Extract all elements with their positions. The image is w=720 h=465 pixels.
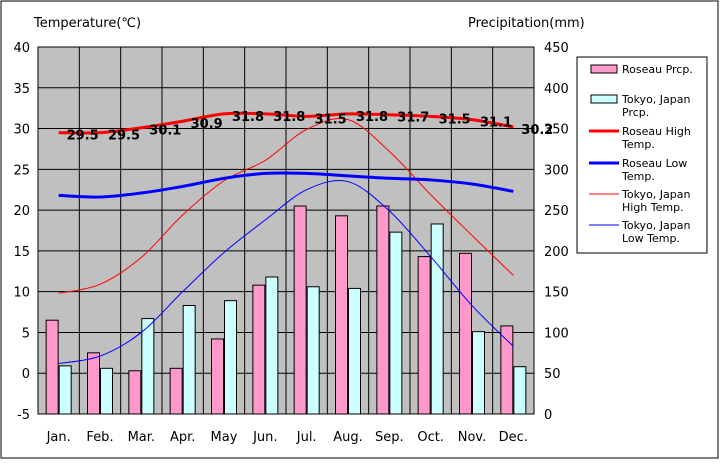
data-label-roseau-high: 31.1 — [480, 116, 512, 131]
bar-roseau-prcp — [211, 338, 224, 415]
legend-box — [576, 56, 708, 254]
line-tokyo-japan-low-temp — [58, 179, 514, 364]
y-tick-label-left: 25 — [13, 163, 30, 178]
x-tick-label: Sep. — [375, 430, 404, 445]
legend-swatch-tokyo-japan-prcp — [590, 94, 618, 104]
legend-label-roseau-high-temp: Roseau High — [622, 125, 691, 138]
legend-label-roseau-high-temp: Temp. — [621, 138, 655, 151]
data-labels-group: 29.5 29.5 30.1 30.9 31.8 31.8 31.5 31.8 31.7 31.5… — [67, 110, 554, 144]
data-label-roseau-high: 31.8 — [356, 110, 388, 125]
bar-roseau-prcp — [87, 352, 100, 415]
x-tick-label: Jan. — [46, 430, 71, 445]
bar-roseau-prcp — [252, 284, 266, 415]
data-label-roseau-high: 29.5 — [67, 129, 99, 144]
data-label-roseau-high: 31.8 — [273, 110, 305, 125]
y-tick-label-right: 250 — [544, 204, 569, 219]
y-tick-label-right: 350 — [544, 123, 569, 138]
y-tick-label-left: -5 — [17, 408, 30, 423]
legend-label-tokyo-japan-high-temp: Tokyo, Japan — [621, 188, 690, 201]
bar-tokyo-prcp — [306, 286, 320, 415]
y-tick-label-left: 35 — [13, 82, 30, 97]
y-tick-label-left: 15 — [13, 245, 30, 260]
data-label-roseau-high: 29.5 — [108, 129, 140, 144]
y-tick-label-left: 5 — [22, 326, 30, 341]
bar-roseau-prcp — [169, 367, 183, 415]
x-tick-label: Jun. — [252, 430, 277, 445]
x-tick-label: Dec. — [499, 430, 528, 445]
bar-roseau-prcp — [293, 205, 307, 415]
y-tick-label-left: 10 — [13, 286, 30, 301]
bar-roseau-prcp — [500, 325, 514, 415]
bar-roseau-prcp — [128, 370, 142, 415]
y-tick-label-left: 30 — [13, 123, 30, 138]
x-tick-label: Jul. — [296, 430, 317, 445]
y-tick-label-right: 200 — [544, 245, 569, 260]
y-tick-label-right: 0 — [544, 408, 552, 423]
line-roseau-low-temp — [58, 171, 514, 199]
data-label-roseau-high: 31.7 — [397, 111, 429, 126]
x-tick-label: Mar. — [128, 430, 155, 445]
x-tick-label: Nov. — [458, 430, 487, 445]
data-label-roseau-high: 30.1 — [149, 124, 181, 139]
bar-tokyo-prcp — [348, 287, 361, 415]
bar-roseau-prcp — [459, 252, 472, 415]
x-tick-label: Feb. — [86, 430, 113, 445]
bar-tokyo-prcp — [100, 367, 113, 415]
y-tick-label-left: 20 — [13, 204, 30, 219]
legend-label-roseau-low-temp: Roseau Low — [622, 157, 687, 170]
data-label-roseau-high: 30.9 — [191, 117, 223, 132]
y-tick-label-right: 400 — [544, 82, 569, 97]
bar-roseau-prcp — [45, 319, 59, 415]
legend-label-tokyo-japan-prcp: Tokyo, Japan — [621, 93, 690, 106]
y-tick-label-right: 300 — [544, 163, 569, 178]
legend-swatch-roseau-prcp — [590, 64, 618, 74]
x-tick-label: Oct. — [417, 430, 444, 445]
line-roseau-high-temp — [58, 111, 514, 135]
y-tick-label-left: 40 — [13, 41, 30, 56]
data-label-roseau-high: 31.5 — [315, 112, 347, 127]
data-label-roseau-high: 31.8 — [232, 110, 264, 125]
x-tick-label: May — [211, 430, 238, 445]
legend-label-tokyo-japan-low-temp: Tokyo, Japan — [621, 219, 690, 232]
bar-tokyo-prcp — [141, 318, 155, 415]
bar-tokyo-prcp — [265, 276, 279, 415]
bar-tokyo-prcp — [224, 300, 237, 415]
legend-label-tokyo-japan-low-temp: Low Temp. — [622, 232, 680, 245]
legend-label-tokyo-japan-high-temp: High Temp. — [622, 201, 684, 214]
y-tick-label-right: 50 — [544, 367, 561, 382]
x-tick-label: Apr. — [170, 430, 195, 445]
bar-roseau-prcp — [376, 205, 390, 415]
y-axis-title-right: Precipitation(mm) — [468, 16, 585, 31]
legend-label-roseau-prcp: Roseau Prcp. — [622, 63, 693, 76]
line-tokyo-japan-high-temp — [58, 118, 514, 294]
data-label-roseau-high: 30.2 — [521, 123, 553, 138]
bar-roseau-prcp — [417, 256, 431, 415]
bars-group — [45, 205, 527, 415]
y-tick-label-left: 0 — [22, 367, 30, 382]
y-tick-label-right: 450 — [544, 41, 569, 56]
bar-tokyo-prcp — [472, 331, 485, 415]
bar-roseau-prcp — [335, 215, 348, 415]
bar-tokyo-prcp — [430, 223, 444, 415]
grid-lines — [38, 47, 534, 414]
bar-tokyo-prcp — [513, 366, 527, 415]
data-label-roseau-high: 31.5 — [439, 112, 471, 127]
lines-group — [58, 111, 514, 364]
y-axis-title-left: Temperature(℃) — [33, 16, 141, 31]
bar-tokyo-prcp — [389, 231, 403, 415]
y-tick-label-right: 100 — [544, 326, 569, 341]
bar-tokyo-prcp — [58, 365, 72, 415]
y-tick-label-right: 150 — [544, 286, 569, 301]
legend-label-roseau-low-temp: Temp. — [621, 170, 655, 183]
bar-tokyo-prcp — [182, 305, 196, 415]
tick-labels-group: -505101520253035400501001502002503003504… — [13, 41, 568, 445]
x-tick-label: Aug. — [333, 430, 363, 445]
legend-label-tokyo-japan-prcp: Prcp. — [622, 106, 649, 119]
